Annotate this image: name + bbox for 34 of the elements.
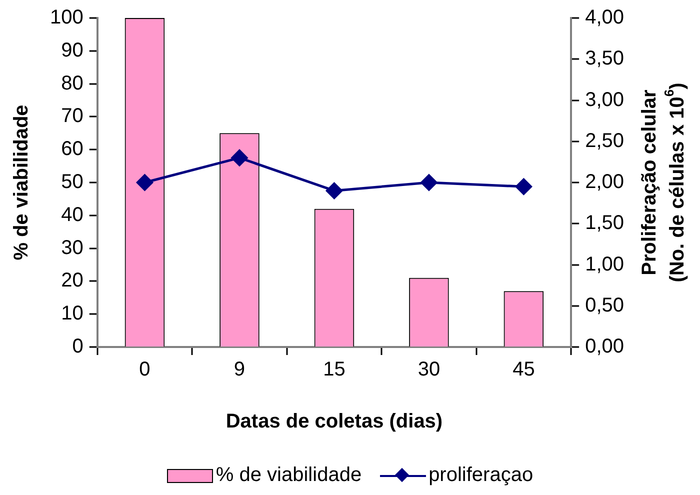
legend-label: % de viabilidade [216, 464, 362, 487]
y-tick-label: 50 [61, 171, 84, 194]
point [515, 178, 532, 195]
point [420, 174, 438, 191]
y2-tick-label: 4,00 [585, 6, 624, 29]
y2-tick-label: 3,00 [585, 88, 624, 111]
x-tick-label: 15 [323, 358, 346, 381]
y2-tick-label: 3,50 [585, 48, 624, 70]
y-tick-label: 10 [61, 302, 84, 325]
y2-tick-label: 2,00 [585, 171, 624, 194]
y2-tick-label: 0,00 [585, 336, 624, 358]
y2-tick-label: 2,50 [585, 130, 624, 152]
legend-label: proliferaçao [428, 464, 534, 487]
x-tick-label: 0 [139, 358, 150, 381]
y-tick-label: 60 [61, 138, 84, 160]
y-axis-title: % de viabilidade [10, 104, 33, 260]
y2-tick-label: 0,50 [585, 294, 624, 316]
y-tick-label: 30 [61, 236, 84, 259]
y-tick-label: 0 [72, 336, 84, 358]
point [136, 174, 153, 191]
y-tick-label: 100 [50, 6, 84, 29]
point [326, 182, 342, 199]
y2-tick-label: 1,00 [585, 253, 624, 276]
y-tick-label: 20 [61, 270, 84, 292]
y2-tick-label: 1,50 [585, 212, 624, 234]
x-tick-label: 9 [234, 358, 246, 381]
x-axis-title: Datas de coletas (dias) [226, 410, 443, 433]
x-tick-label: 30 [418, 358, 440, 381]
point [231, 150, 248, 166]
y-tick-label: 70 [61, 105, 84, 128]
x-tick-label: 45 [512, 358, 535, 381]
y-tick-label: 90 [61, 39, 84, 62]
y-tick-label: 80 [61, 72, 84, 94]
y-tick-label: 40 [61, 204, 84, 226]
